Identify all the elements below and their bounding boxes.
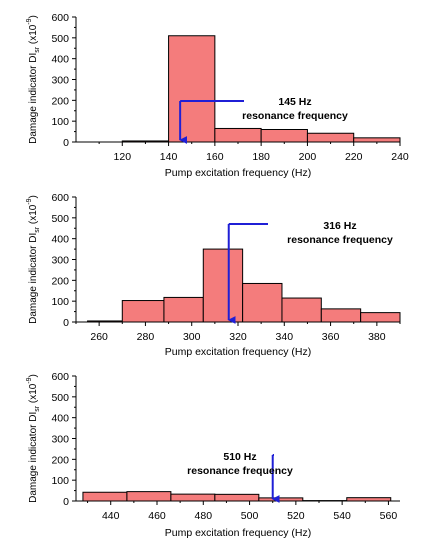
histogram-bar	[168, 35, 216, 143]
y-tick-label: 400	[51, 54, 69, 66]
y-tick-label: 0	[63, 496, 69, 508]
histogram-bar	[260, 129, 308, 143]
x-tick-label: 140	[160, 151, 178, 163]
histogram-bar	[281, 297, 322, 323]
chart-panel-1: 0 100 200 300 400 500 600 120 140 160 180 200 220 240…	[26, 12, 409, 179]
x-tick-label: 320	[229, 331, 247, 343]
histogram-bar	[360, 312, 401, 323]
histogram-bar	[320, 308, 362, 323]
y-tick-label: 600	[51, 371, 69, 383]
x-tick-label: 360	[322, 331, 340, 343]
y-tick-label: 100	[51, 296, 69, 308]
chart-panel-2: 0 100 200 300 400 500 600 260 280 300 320 340 360 380…	[26, 192, 401, 358]
histogram-bar	[214, 127, 262, 143]
x-axis-label: Pump excitation frequency (Hz)	[165, 527, 311, 539]
y-tick-label: 0	[63, 137, 69, 149]
x-tick-label: 540	[333, 510, 351, 522]
y-tick-label: 300	[51, 75, 69, 87]
x-tick-label: 220	[345, 151, 363, 163]
y-axis-label: Damage indicator DIsr (x10-9)	[26, 374, 41, 503]
histogram-bar	[214, 493, 260, 502]
y-tick-label: 200	[51, 275, 69, 287]
resonance-arrow	[271, 454, 280, 503]
x-tick-label: 500	[241, 510, 259, 522]
y-tick-label: 500	[51, 392, 69, 404]
y-tick-label: 200	[51, 454, 69, 466]
x-tick-label: 460	[148, 510, 166, 522]
y-tick-label: 0	[63, 317, 69, 329]
resonance-frequency-value: 510 Hz	[223, 451, 256, 463]
y-tick-label: 400	[51, 413, 69, 425]
resonance-frequency-label: resonance frequency	[187, 465, 293, 477]
x-tick-label: 520	[287, 510, 305, 522]
x-axis-label: Pump excitation frequency (Hz)	[165, 167, 311, 179]
resonance-frequency-label: resonance frequency	[242, 110, 348, 122]
x-tick-label: 120	[114, 151, 132, 163]
x-tick-label: 280	[137, 331, 155, 343]
histogram-bar	[170, 493, 216, 502]
histogram-bar	[163, 296, 204, 323]
y-axis-label: Damage indicator DIsr (x10-9)	[26, 195, 41, 324]
x-tick-label: 300	[183, 331, 201, 343]
resonance-frequency-value: 316 Hz	[323, 220, 356, 232]
y-tick-label: 300	[51, 255, 69, 267]
y-tick-label: 600	[51, 12, 69, 24]
resonance-frequency-label: resonance frequency	[287, 234, 393, 246]
histogram-bar	[353, 137, 401, 143]
y-tick-label: 100	[51, 475, 69, 487]
x-tick-label: 160	[206, 151, 224, 163]
resonance-arrow	[179, 100, 244, 144]
y-tick-label: 100	[51, 116, 69, 128]
resonance-frequency-value: 145 Hz	[278, 96, 311, 108]
x-tick-label: 260	[90, 331, 108, 343]
histogram-bar	[126, 491, 172, 502]
x-tick-label: 380	[368, 331, 386, 343]
x-tick-label: 180	[252, 151, 270, 163]
x-tick-label: 200	[299, 151, 317, 163]
histogram-bar	[306, 132, 355, 143]
y-tick-label: 500	[51, 33, 69, 45]
x-tick-label: 340	[276, 331, 294, 343]
chart-panel-3: 0 100 200 300 400 500 600 440 460 480 500 520 540 560…	[26, 371, 400, 539]
y-axis-label: Damage indicator DIsr (x10-9)	[26, 15, 41, 144]
histogram-bar	[82, 491, 128, 502]
x-axis-label: Pump excitation frequency (Hz)	[165, 346, 311, 358]
y-tick-label: 400	[51, 234, 69, 246]
y-tick-label: 300	[51, 434, 69, 446]
x-tick-label: 560	[380, 510, 398, 522]
y-tick-label: 200	[51, 95, 69, 107]
histogram-bar	[121, 300, 165, 323]
histogram-bar	[202, 248, 244, 323]
resonance-arrow	[227, 223, 268, 324]
x-tick-label: 240	[391, 151, 409, 163]
y-tick-label: 500	[51, 213, 69, 225]
x-tick-label: 440	[102, 510, 120, 522]
histogram-bar	[242, 282, 283, 323]
y-tick-label: 600	[51, 192, 69, 204]
x-tick-label: 480	[195, 510, 213, 522]
